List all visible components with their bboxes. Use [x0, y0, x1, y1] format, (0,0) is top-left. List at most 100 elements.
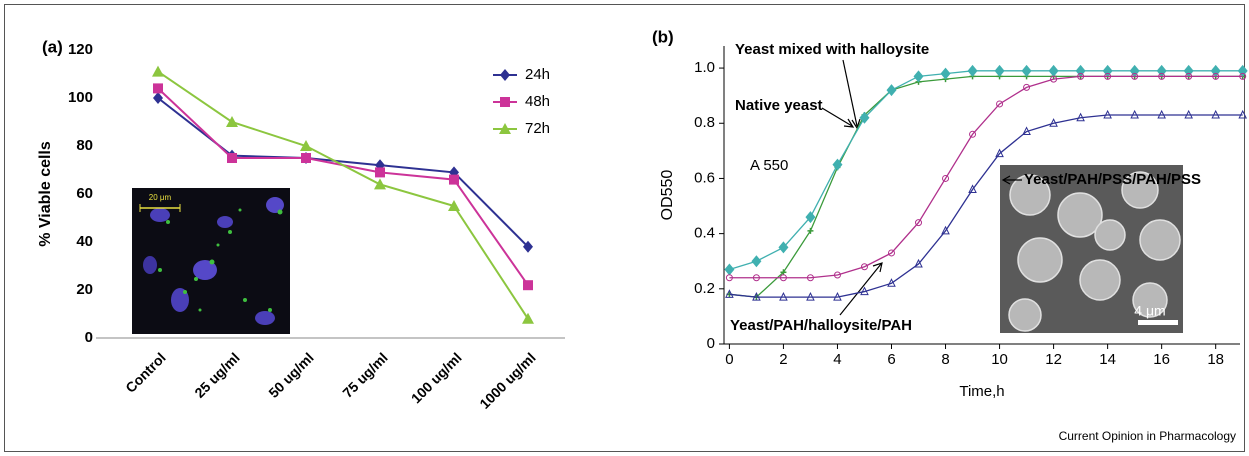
- marker: [1238, 109, 1248, 119]
- series-line: [729, 75, 1243, 279]
- series-label: Yeast/PAH/PSS/PAH/PSS: [1024, 171, 1201, 188]
- marker: [833, 291, 842, 301]
- marker: [1049, 118, 1058, 127]
- marker: [942, 174, 950, 182]
- arrows: [821, 59, 1022, 316]
- marker: [1048, 64, 1059, 77]
- x-tick-label: 16: [1153, 351, 1170, 368]
- marker: [1102, 64, 1113, 77]
- marker: [780, 269, 787, 276]
- y-tick-label: 0: [707, 335, 715, 352]
- marker: [1158, 72, 1166, 80]
- marker: [448, 200, 460, 211]
- y-tick-label: 20: [76, 281, 93, 298]
- marker: [300, 140, 312, 151]
- marker: [995, 148, 1004, 158]
- marker: [724, 263, 735, 276]
- marker: [1184, 109, 1193, 119]
- marker: [996, 100, 1004, 108]
- series-line: [157, 70, 529, 320]
- marker: [941, 225, 950, 235]
- footer: Current Opinion in Pharmacology: [1059, 429, 1236, 443]
- x-tick-label: 2: [779, 351, 787, 368]
- marker: [887, 249, 895, 257]
- inset-scale-label: 4 μm: [1134, 303, 1165, 319]
- marker: [1237, 64, 1248, 77]
- inset-image-b: [1000, 165, 1183, 333]
- marker: [449, 174, 459, 185]
- marker: [153, 92, 163, 104]
- y-tick-label: 40: [76, 233, 93, 250]
- y-tick-label: 1.0: [694, 59, 715, 76]
- marker: [833, 271, 841, 279]
- marker: [1130, 109, 1139, 119]
- legend-label: 72h: [525, 120, 550, 137]
- marker: [1075, 64, 1086, 77]
- marker: [779, 291, 788, 301]
- marker: [1183, 64, 1194, 77]
- marker: [807, 227, 814, 234]
- marker: [301, 153, 311, 163]
- panel-label: (a): [42, 37, 63, 56]
- marker: [1185, 72, 1193, 80]
- inset-image-a: [132, 188, 290, 334]
- marker: [914, 258, 923, 268]
- marker: [913, 70, 924, 83]
- marker: [994, 64, 1005, 77]
- marker: [1131, 72, 1139, 80]
- legend-marker: [500, 97, 510, 107]
- x-tick-label: 8: [941, 351, 949, 368]
- y-tick-label: 0.6: [694, 169, 715, 186]
- marker: [752, 274, 760, 282]
- y-tick-label: 120: [68, 41, 93, 58]
- marker: [886, 84, 897, 97]
- y-tick-label: 0.2: [694, 280, 715, 297]
- marker: [751, 255, 762, 268]
- x-tick-label: 10: [991, 351, 1008, 368]
- marker: [779, 274, 787, 282]
- y-tick-label: 0.4: [694, 225, 715, 242]
- marker: [805, 211, 816, 224]
- marker: [832, 158, 843, 171]
- x-tick-label: 14: [1099, 351, 1116, 368]
- y-axis-label: % Viable cells: [37, 141, 54, 247]
- series-line: [729, 114, 1243, 298]
- marker: [226, 116, 238, 127]
- x-axis-label: Time,h: [959, 383, 1004, 400]
- marker: [1022, 126, 1031, 136]
- y-tick-label: 0: [85, 329, 93, 346]
- marker: [725, 289, 734, 298]
- y-tick-label: 100: [68, 89, 93, 106]
- y-tick-label: 80: [76, 137, 93, 154]
- marker: [153, 83, 163, 94]
- marker: [915, 219, 923, 227]
- marker: [725, 274, 733, 282]
- marker: [940, 67, 951, 80]
- annotation: A 550: [750, 157, 788, 174]
- marker: [1050, 75, 1058, 83]
- series-label: Yeast mixed with halloysite: [735, 41, 929, 58]
- marker: [969, 130, 977, 138]
- marker: [1104, 72, 1112, 80]
- marker: [522, 312, 534, 324]
- marker: [1211, 109, 1220, 119]
- x-tick-label: 12: [1045, 351, 1062, 368]
- marker: [523, 240, 533, 253]
- marker: [152, 65, 164, 77]
- marker: [375, 167, 385, 178]
- x-tick-label: 6: [887, 351, 895, 368]
- x-tick-label: 4: [833, 351, 841, 368]
- marker: [374, 178, 386, 190]
- series-label: Yeast/PAH/halloysite/PAH: [730, 317, 912, 334]
- marker: [806, 291, 815, 301]
- marker: [778, 241, 789, 254]
- marker: [1156, 64, 1167, 77]
- marker: [752, 291, 761, 301]
- legend-label: 24h: [525, 66, 550, 83]
- marker: [1076, 112, 1085, 122]
- marker: [1077, 72, 1085, 80]
- legend-marker: [499, 123, 511, 134]
- marker: [227, 153, 237, 163]
- series-label: Native yeast: [735, 97, 823, 114]
